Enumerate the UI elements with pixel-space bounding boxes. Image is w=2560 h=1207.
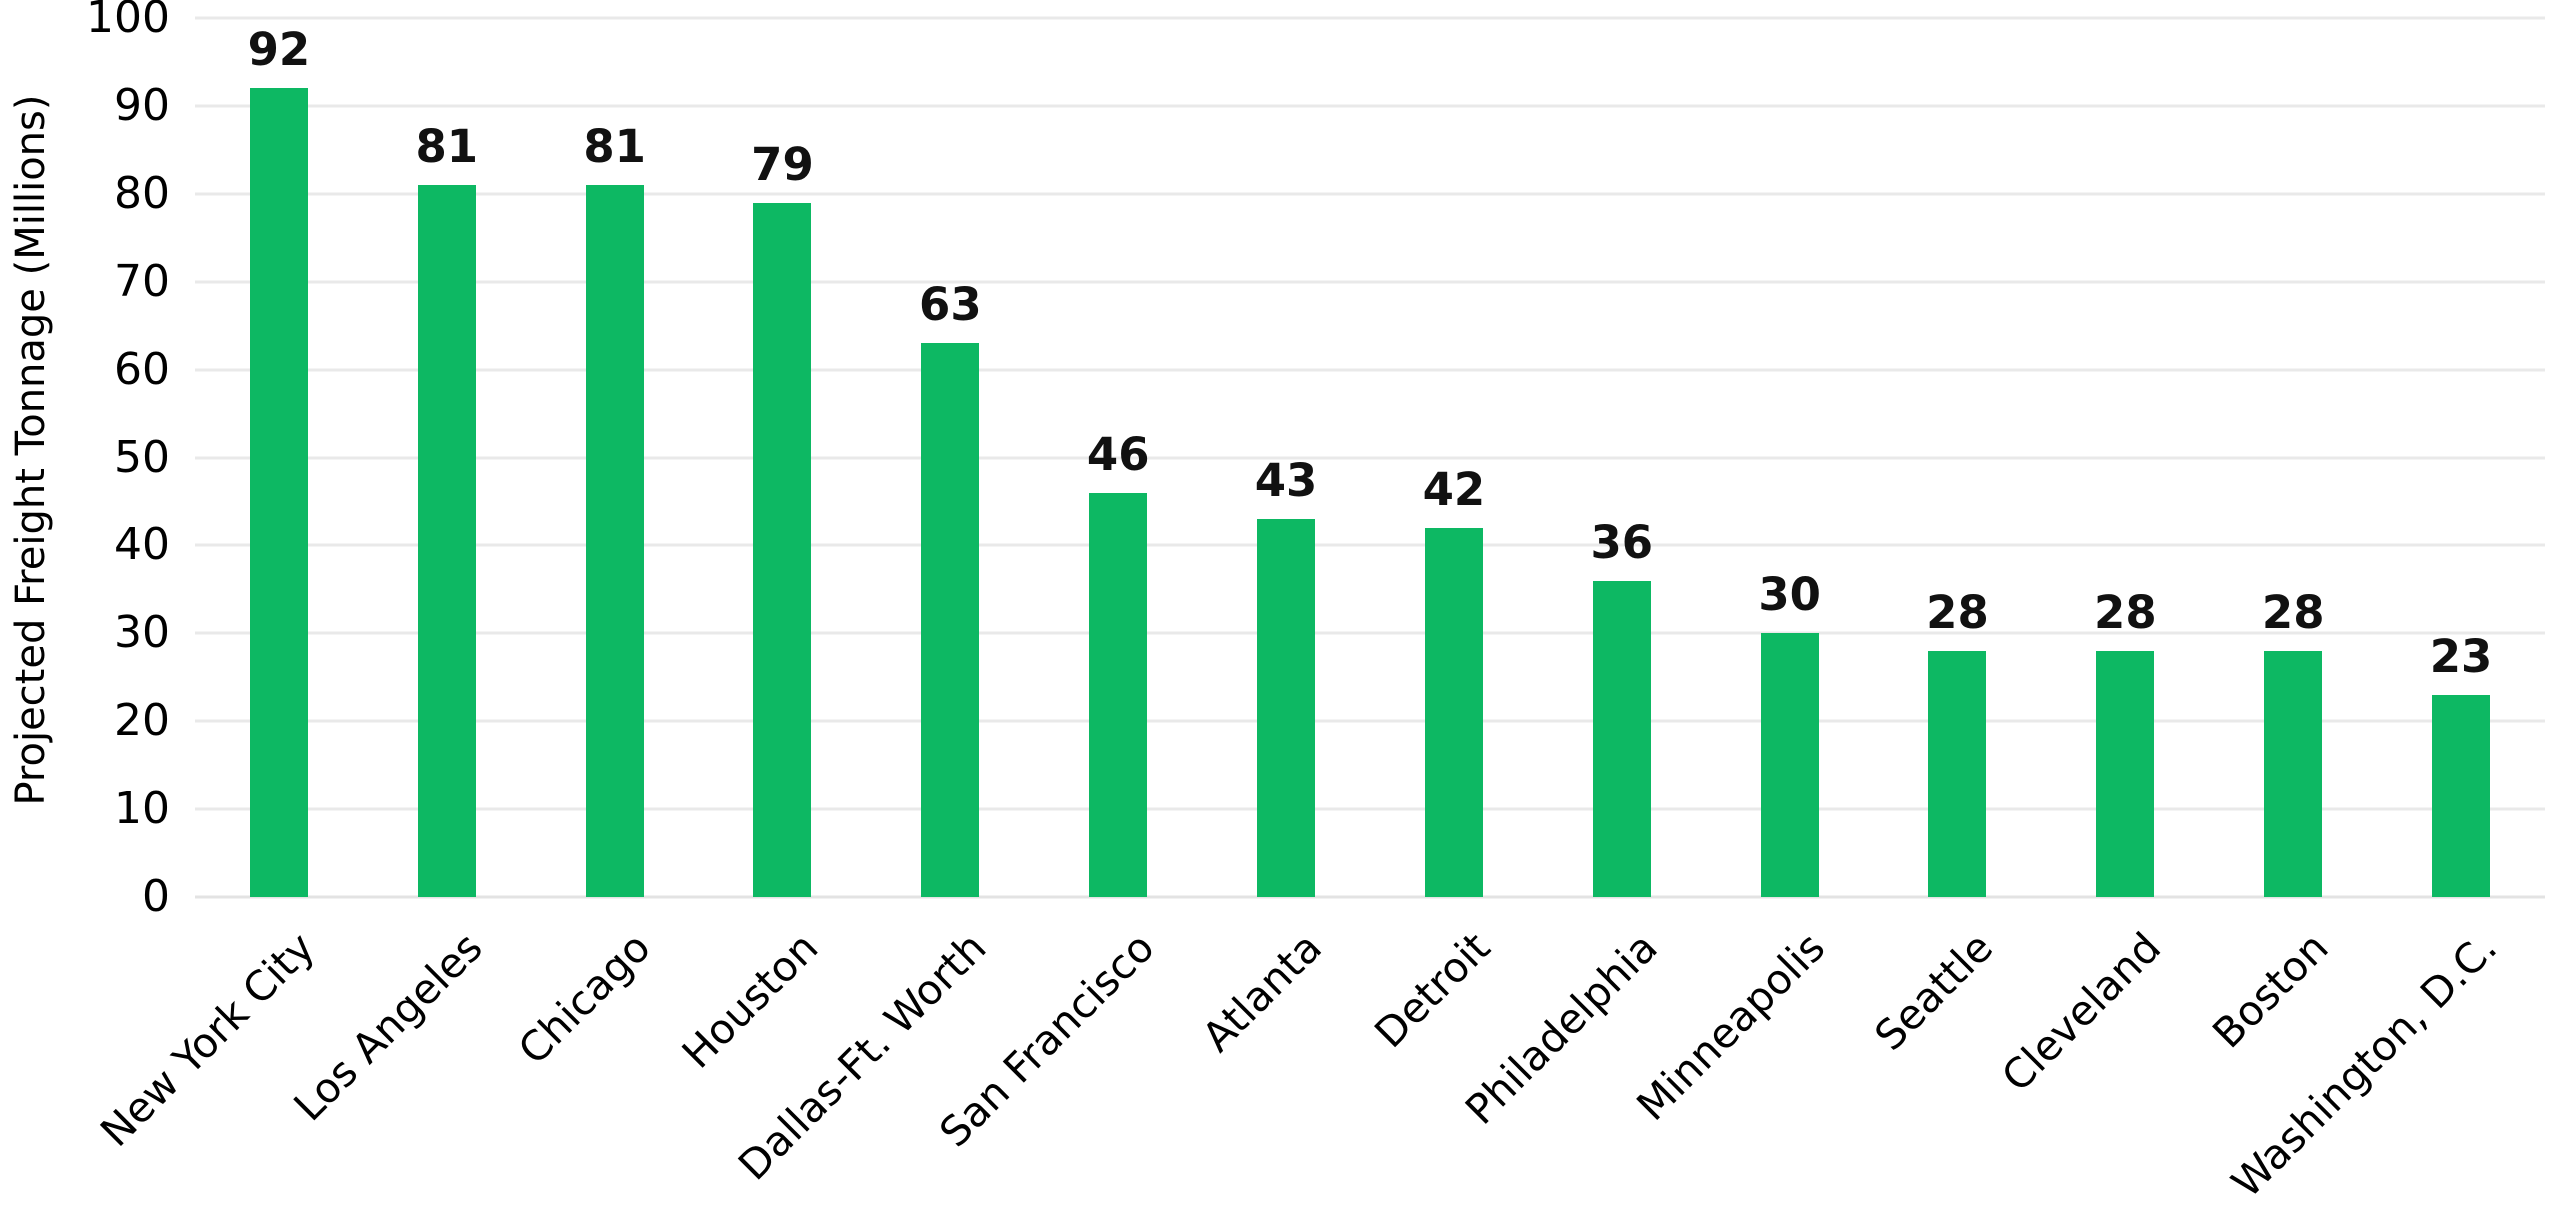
gridline — [195, 192, 2545, 196]
bar[interactable] — [1592, 580, 1651, 897]
bar-slot: 46 — [1034, 18, 1202, 897]
y-tick-label: 30 — [114, 607, 170, 659]
bars-group: 92 81 81 79 63 46 43 42 36 30 28 28 28 23 — [195, 18, 2545, 897]
bar-slot: 42 — [1370, 18, 1538, 897]
bar-slot: 79 — [699, 18, 867, 897]
bar[interactable] — [921, 343, 980, 897]
y-tick-label: 90 — [114, 79, 170, 131]
bar-slot: 30 — [1706, 18, 1874, 897]
y-tick-label: 80 — [114, 167, 170, 219]
y-tick-label: 40 — [114, 519, 170, 571]
bar-slot: 28 — [2041, 18, 2209, 897]
x-tick-label: Seattle — [1865, 923, 2003, 1060]
bar-slot: 63 — [866, 18, 1034, 897]
y-axis-tick-labels: 0 10 20 30 40 50 60 70 80 90 100 — [30, 0, 170, 1192]
gridline — [195, 719, 2545, 723]
bar-value-label: 28 — [1926, 585, 1989, 639]
x-tick-label: Detroit — [1364, 923, 1499, 1058]
bar-slot: 23 — [2377, 18, 2545, 897]
x-axis-tick-labels: New York City Los Angeles Chicago Houston Da… — [91, 897, 2545, 1207]
bar[interactable] — [1257, 519, 1316, 897]
bar-value-label: 79 — [751, 137, 814, 191]
bar-value-label: 92 — [247, 23, 311, 77]
bar-value-label: 46 — [1086, 427, 1150, 481]
bar-value-label: 43 — [1254, 454, 1318, 508]
gridline — [195, 456, 2545, 459]
gridline — [195, 16, 2545, 20]
bar-slot: 28 — [2209, 18, 2377, 897]
y-tick-label: 50 — [114, 431, 170, 483]
gridline — [195, 280, 2545, 284]
bar-slot: 92 — [195, 18, 363, 897]
gridline — [195, 807, 2545, 811]
bar-value-label: 81 — [583, 120, 646, 174]
bar[interactable] — [2096, 650, 2155, 897]
bar-value-label: 42 — [1422, 462, 1486, 516]
gridline — [195, 895, 2545, 899]
plot-area: 92 81 81 79 63 46 43 42 36 30 28 28 28 23 — [195, 16, 2545, 899]
bar[interactable] — [1928, 650, 1987, 897]
bar[interactable] — [585, 185, 644, 897]
bar[interactable] — [1089, 492, 1148, 897]
x-tick-label: Houston — [672, 923, 828, 1078]
bar-slot: 36 — [1538, 18, 1706, 897]
bar-slot: 28 — [1874, 18, 2042, 897]
bar-value-label: 30 — [1758, 568, 1821, 622]
bar-value-label: 23 — [2429, 629, 2493, 683]
bar-slot: 81 — [363, 18, 531, 897]
y-tick-label: 100 — [86, 0, 170, 43]
x-tick-label: Atlanta — [1192, 923, 1331, 1062]
bar-value-label: 28 — [2094, 585, 2157, 639]
gridline — [195, 543, 2545, 547]
bar[interactable] — [2432, 694, 2491, 897]
bar-slot: 43 — [1202, 18, 1370, 897]
bar-value-label: 28 — [2261, 585, 2325, 639]
y-tick-label: 20 — [114, 695, 170, 747]
y-tick-label: 10 — [114, 783, 170, 835]
bar[interactable] — [2264, 650, 2323, 897]
bar[interactable] — [249, 88, 308, 897]
bar-value-label: 36 — [1590, 515, 1654, 569]
y-tick-label: 0 — [142, 871, 170, 922]
bar-slot: 81 — [531, 18, 699, 897]
x-tick-label: Cleveland — [1992, 923, 2171, 1101]
gridline — [195, 631, 2545, 635]
bar[interactable] — [753, 202, 812, 897]
bar-value-label: 81 — [415, 120, 479, 174]
bar[interactable] — [1760, 633, 1819, 897]
y-tick-label: 60 — [114, 343, 170, 395]
gridline — [195, 104, 2545, 108]
bar-value-label: 63 — [919, 278, 982, 332]
bar[interactable] — [417, 185, 476, 897]
bar[interactable] — [1424, 527, 1483, 897]
x-tick-label: Chicago — [509, 923, 660, 1074]
gridline — [195, 368, 2545, 372]
y-tick-label: 70 — [114, 255, 170, 307]
x-tick-label: Boston — [2203, 923, 2339, 1058]
